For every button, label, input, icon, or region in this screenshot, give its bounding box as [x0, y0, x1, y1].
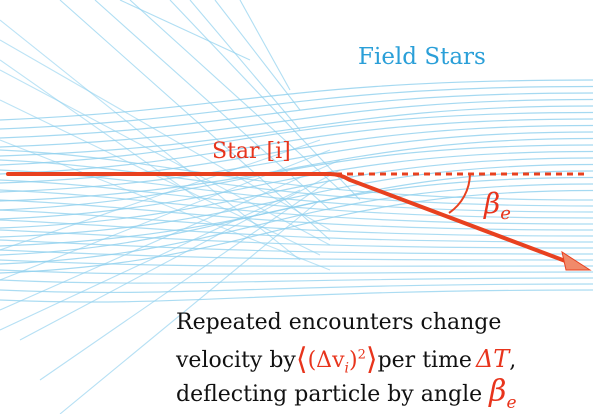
- field-star-line: [0, 98, 593, 148]
- field-star-line: [0, 39, 331, 231]
- math-inner: (Δvi)2: [307, 347, 366, 377]
- field-star-line: [0, 99, 321, 256]
- field-star-line: [0, 139, 331, 271]
- field-star-line: [0, 105, 593, 157]
- math-close: ⟩: [365, 342, 378, 377]
- field-star-line: [0, 111, 593, 166]
- field-star-line: [129, 0, 341, 191]
- field-star-line: [214, 0, 301, 111]
- field-star-line: [0, 249, 593, 261]
- field-star-line: [0, 189, 593, 274]
- field-star-line: [0, 239, 593, 255]
- beta-e-label: βe: [483, 187, 511, 224]
- field-star-line: [0, 149, 331, 281]
- field-stars-label: Field Stars: [358, 44, 486, 70]
- caption-deflecting-text: deflecting particle by angle: [176, 382, 483, 407]
- field-star-line: [0, 59, 201, 201]
- field-star-line: [0, 131, 593, 193]
- deflection-angle-arc: [448, 173, 471, 214]
- field-star-line: [239, 0, 291, 91]
- field-star-line: [0, 269, 593, 275]
- field-star-line: [94, 0, 331, 211]
- field-star-line: [0, 157, 593, 229]
- caption-line-1: Repeated encounters change: [176, 310, 502, 335]
- field-star-line: [0, 137, 593, 202]
- field-star-line: [0, 189, 301, 331]
- field-star-line: [0, 277, 593, 284]
- field-star-line: [0, 159, 341, 311]
- field-star-line: [0, 259, 593, 267]
- caption-per-time-text: per time: [377, 348, 472, 373]
- field-star-line: [0, 150, 593, 220]
- field-star-line: [59, 0, 331, 241]
- field-star-line: [169, 0, 361, 201]
- velocity-dispersion-math: ⟨: [295, 342, 308, 377]
- star-i-deflected-path: [328, 172, 570, 264]
- field-star-line: [119, 0, 251, 61]
- star-i-label: Star [i]: [212, 139, 291, 164]
- field-star-line: [0, 79, 593, 121]
- caption-velocity-text: velocity by: [176, 348, 296, 373]
- caption-line-3: deflecting particle by angle βe: [176, 374, 517, 413]
- star-i-trajectory: [6, 172, 592, 271]
- delta-t-math: ΔT: [475, 345, 510, 373]
- field-star-line: [0, 283, 593, 294]
- caption-line-2: velocity by⟨(Δvi)2⟩per time ΔT,: [176, 340, 517, 377]
- arrowhead: [561, 250, 592, 271]
- field-star-line: [0, 139, 321, 251]
- field-star-line: [0, 19, 301, 261]
- field-star-line: [0, 124, 593, 184]
- field-star-line: [0, 209, 593, 237]
- field-star-line: [39, 179, 331, 381]
- field-star-line: [0, 179, 593, 219]
- field-star-line: [19, 169, 341, 341]
- field-star-line: [0, 92, 593, 139]
- field-star-line: [59, 199, 321, 414]
- field-star-line: [0, 163, 593, 238]
- field-star-line: [0, 289, 593, 303]
- caption-comma: ,: [509, 348, 517, 373]
- beta-e-caption-math: βe: [489, 374, 517, 413]
- field-star-line: [189, 0, 301, 131]
